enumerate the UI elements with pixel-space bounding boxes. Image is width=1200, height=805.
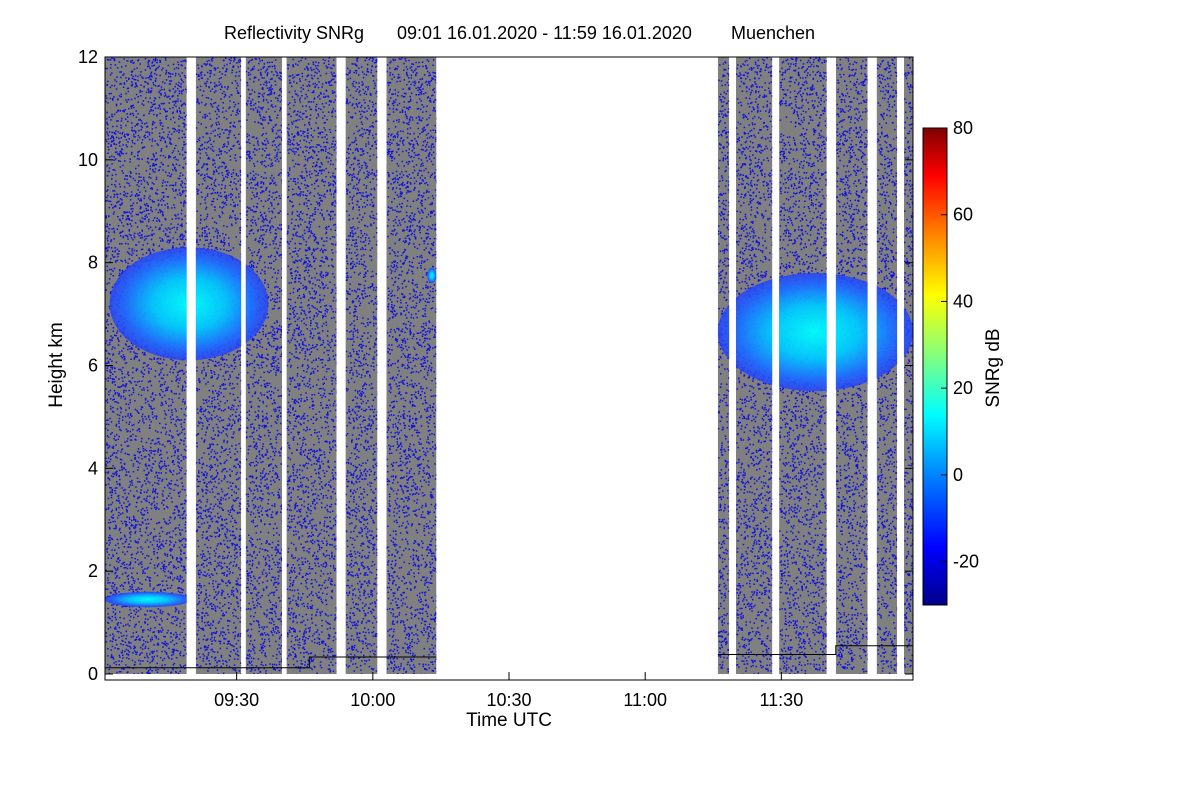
x-axis-label: Time UTC [466,710,552,731]
x-tick-label: 10:30 [486,690,531,710]
segment-gap-9 [867,57,877,674]
y-axis-label: Height km [46,322,67,408]
chart-title: Reflectivity SNRg [224,23,364,43]
colorbar-ticks: -20 0 20 40 60 80 [941,118,979,572]
segment-gap-5 [436,57,718,674]
cloud-layer-2 [717,272,913,392]
x-tick-label: 11:00 [623,690,667,710]
x-tick-label: 11:30 [760,690,804,710]
colorbar-tick-label: -20 [953,552,979,572]
y-tick-label: 10 [78,150,98,170]
cloud-layer-1 [427,267,437,284]
x-tick-label: 10:00 [350,690,395,710]
segment-gap-2 [282,57,287,674]
overlay-line [105,645,913,669]
colorbar-tick-label: 40 [953,291,973,311]
segment-gap-1 [241,57,246,674]
segment-gap-0 [186,57,196,674]
segment-gap-7 [772,57,780,674]
colorbar-tick-label: 20 [953,378,973,398]
cloud-layers [105,57,913,674]
y-tick-label: 0 [88,664,98,684]
y-tick-label: 4 [88,458,98,478]
y-tick-label: 6 [88,356,98,376]
data-segment-3 [286,57,337,674]
cloud-layer-3 [105,591,192,608]
colorbar-tick-label: 80 [953,118,973,138]
colorbar-label: SNRg dB [983,328,1004,407]
colorbar-tick-label: 0 [953,465,963,485]
x-axis: 09:30 10:00 10:30 11:00 11:30 [214,672,803,710]
segment-gap-8 [826,57,836,674]
y-axis: 0 2 4 6 8 10 12 [78,47,913,684]
y-tick-label: 2 [88,561,98,581]
plot-area [105,57,913,674]
segment-gap-6 [729,57,736,674]
overlay-line-path [105,645,913,669]
colorbar-tick-label: 60 [953,205,973,225]
x-tick-label: 09:30 [214,690,259,710]
chart-time-range: 09:01 16.01.2020 - 11:59 16.01.2020 [397,23,692,43]
data-segment-0 [105,57,187,674]
segment-gap-4 [377,57,387,674]
chart-location: Muenchen [731,23,815,43]
y-tick-label: 12 [78,47,98,67]
colorbar [922,127,948,606]
data-segment-6 [717,57,730,674]
segment-gap-3 [336,57,346,674]
segment-gap-10 [897,57,904,674]
y-tick-label: 8 [88,253,98,273]
